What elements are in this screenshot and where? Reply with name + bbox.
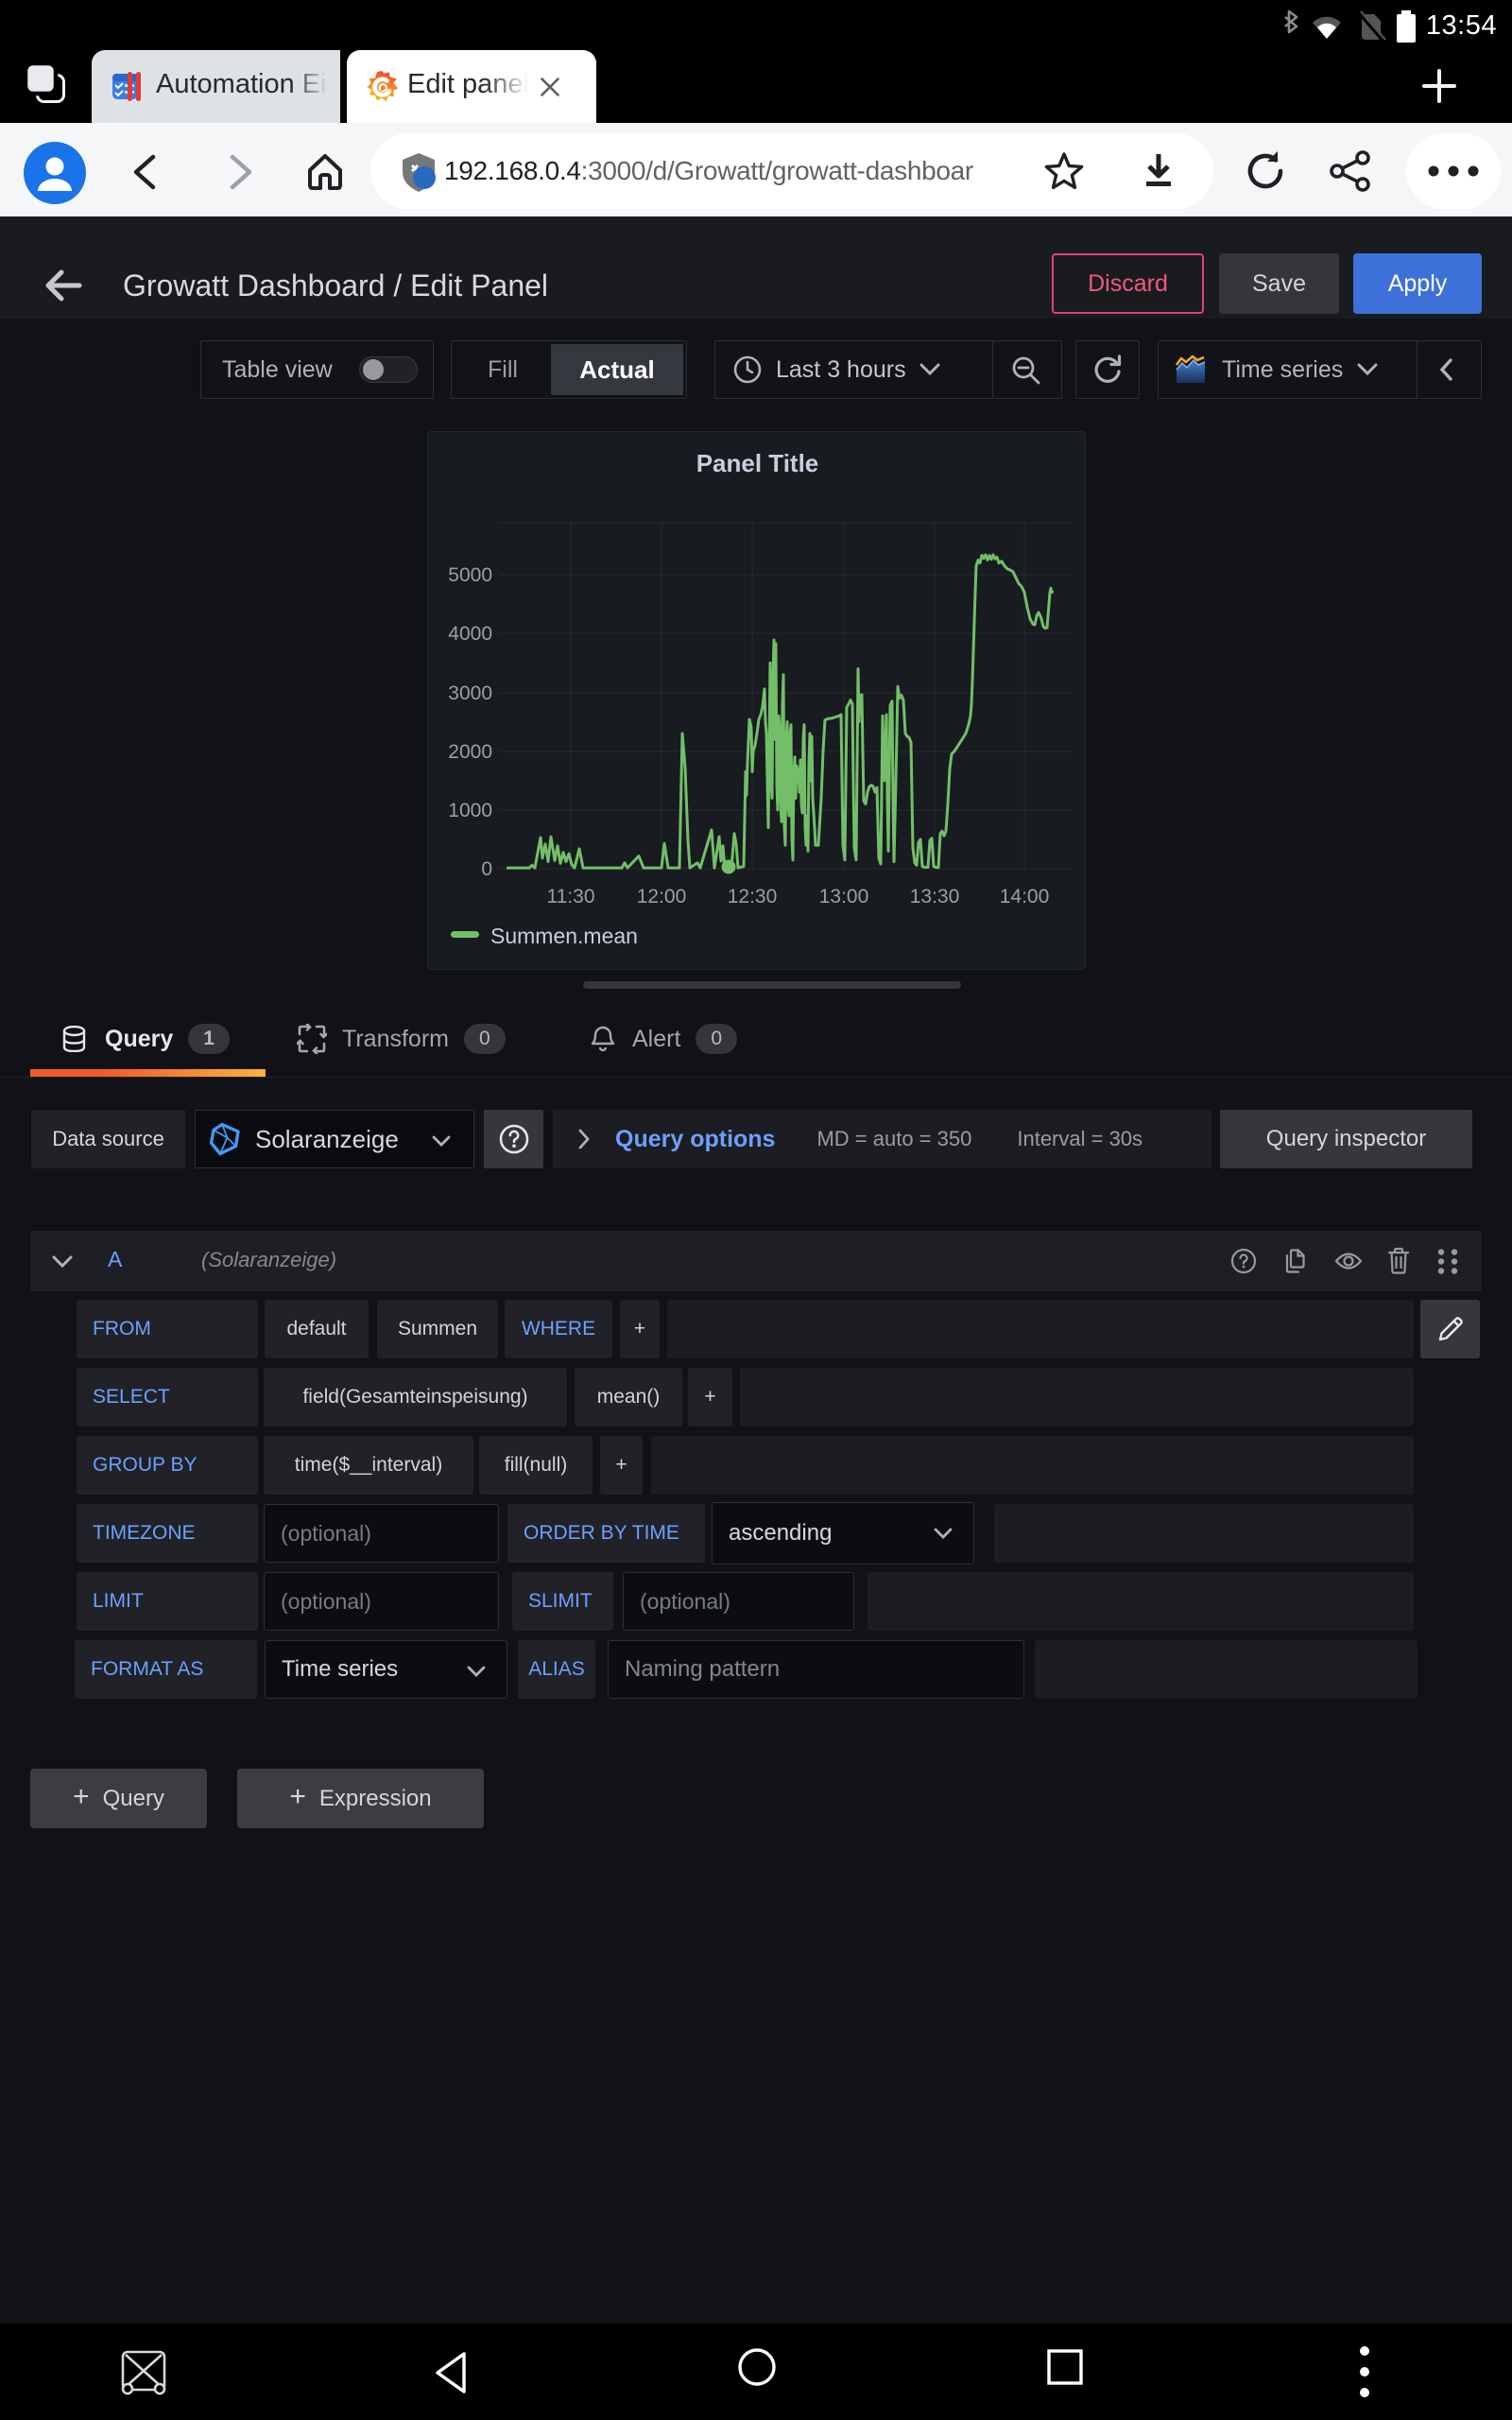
svg-text:12:30: 12:30 <box>728 886 778 908</box>
svg-text:Summen.mean: Summen.mean <box>490 924 638 948</box>
svg-text:4000: 4000 <box>448 623 492 645</box>
svg-text:3000: 3000 <box>448 683 492 704</box>
svg-text:5000: 5000 <box>448 564 492 586</box>
svg-text:0: 0 <box>481 858 492 880</box>
svg-text:12:00: 12:00 <box>637 886 687 908</box>
svg-text:11:30: 11:30 <box>547 886 595 908</box>
svg-text:14:00: 14:00 <box>1000 886 1050 908</box>
svg-text:13:30: 13:30 <box>910 886 960 908</box>
svg-text:1000: 1000 <box>448 800 492 821</box>
svg-text:2000: 2000 <box>448 741 492 763</box>
svg-text:13:00: 13:00 <box>819 886 869 908</box>
